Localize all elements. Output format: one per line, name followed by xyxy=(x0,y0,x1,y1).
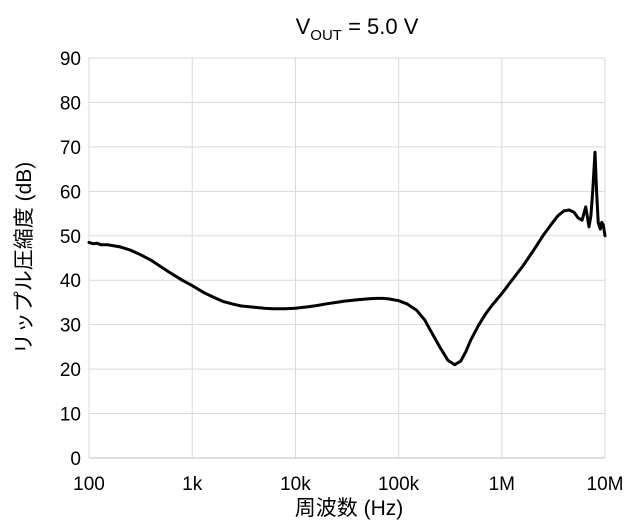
title-rest: = 5.0 V xyxy=(342,14,419,39)
y-tick-label: 30 xyxy=(60,316,81,337)
y-tick-label: 90 xyxy=(60,49,81,70)
axes xyxy=(88,58,605,459)
y-tick-label: 40 xyxy=(60,271,81,292)
y-tick-label: 70 xyxy=(60,138,81,159)
x-tick-label: 10M xyxy=(587,474,624,495)
x-axis-label: 周波数 (Hz) xyxy=(295,497,404,520)
y-axis-label: リップル圧縮度 (dB) xyxy=(13,162,36,355)
y-tick-label: 20 xyxy=(60,360,81,381)
x-tick-label: 1M xyxy=(489,474,515,495)
grid xyxy=(88,57,606,458)
x-tick-label: 100k xyxy=(378,474,420,495)
y-tick-label: 0 xyxy=(70,449,81,470)
y-tick-label: 80 xyxy=(60,93,81,114)
x-tick-label: 100 xyxy=(73,474,105,495)
title-subscript: OUT xyxy=(310,27,342,44)
series xyxy=(87,150,607,367)
series-line xyxy=(87,150,607,367)
y-tick-label: 50 xyxy=(60,227,81,248)
y-tick-label: 60 xyxy=(60,182,81,203)
x-tick-label: 1k xyxy=(182,474,203,495)
y-tick-label: 10 xyxy=(60,405,81,426)
labels: 0 10 20 30 40 50 60 70 80 90 100 1k 10k 100k 1M 10M xyxy=(60,49,624,495)
chart-title: VOUT = 5.0 V xyxy=(296,14,419,44)
title-main: V xyxy=(296,14,311,39)
x-tick-label: 10k xyxy=(280,474,311,495)
